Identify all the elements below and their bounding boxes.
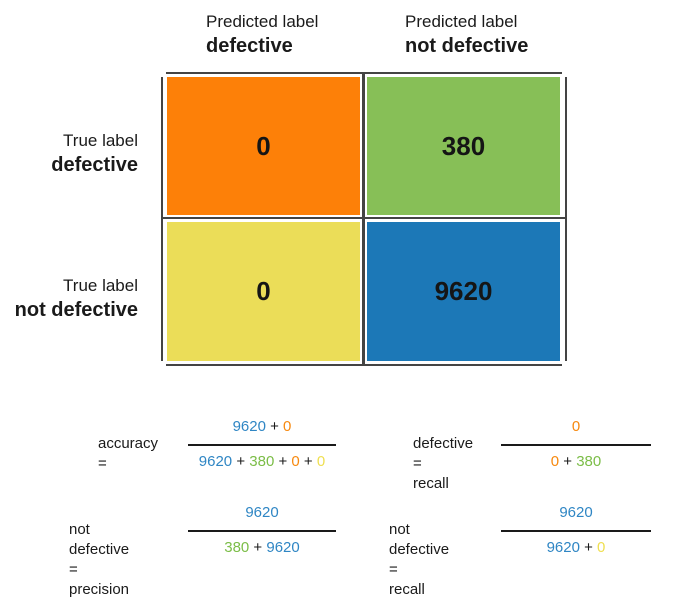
cell-true-not-defective-pred-not-defective: 9620 <box>367 222 560 361</box>
matrix-right-border <box>565 77 567 361</box>
formula-label-line1: defective = <box>413 435 474 472</box>
cell-value: 0 <box>256 276 271 306</box>
matrix-left-border <box>161 77 163 361</box>
column-header-not-defective: Predicted label not defective <box>405 11 528 59</box>
row-header-label: defective <box>51 154 138 176</box>
formula-label: not defective = recall <box>389 520 449 600</box>
formula-denominator: 0 + 380 <box>501 453 651 470</box>
formula-label-line2: recall <box>389 581 425 598</box>
fraction-bar <box>501 444 651 446</box>
matrix-top-border <box>166 72 562 74</box>
term-380: 380 <box>245 453 275 470</box>
term-9620: 9620 <box>262 539 300 556</box>
column-header-caption: Predicted label <box>206 12 319 31</box>
term-zero: 0 <box>278 418 292 435</box>
cell-value: 9620 <box>434 276 493 306</box>
formula-numerator: 0 <box>501 418 651 435</box>
plus-operator: + <box>265 418 279 435</box>
plus-operator: + <box>299 453 313 470</box>
term-zero: 0 <box>287 453 300 470</box>
formula-label-line1: not defective = <box>389 521 450 578</box>
term-380: 380 <box>572 453 602 470</box>
formula-label: not defective = precision <box>69 520 129 600</box>
cell-true-not-defective-pred-defective: 0 <box>167 222 360 361</box>
plus-operator: + <box>232 453 246 470</box>
plus-operator: + <box>579 539 593 556</box>
column-header-label: not defective <box>405 35 529 57</box>
formula-numerator: 9620 <box>188 504 336 521</box>
term-9620: 9620 <box>559 504 593 521</box>
formula-denominator: 9620 + 380 + 0 + 0 <box>188 453 336 470</box>
term-zero: 0 <box>550 453 560 470</box>
cell-true-defective-pred-defective: 0 <box>167 77 360 215</box>
matrix-vertical-divider <box>362 74 365 364</box>
plus-operator: + <box>559 453 573 470</box>
term-9620: 9620 <box>245 504 279 521</box>
column-header-label: defective <box>206 35 293 57</box>
formula-label: defective = recall <box>413 434 473 494</box>
row-header-not-defective: True label not defective <box>15 275 138 323</box>
matrix-horizontal-divider <box>163 217 565 219</box>
cell-value: 380 <box>441 130 486 161</box>
fraction-bar <box>188 530 336 532</box>
plus-operator: + <box>274 453 288 470</box>
formula-label-line1: not defective = <box>69 521 130 578</box>
row-header-defective: True label defective <box>51 130 138 178</box>
formula-numerator: 9620 + 0 <box>188 418 336 435</box>
formula-numerator: 9620 <box>501 504 651 521</box>
cell-value: 0 <box>256 130 271 161</box>
term-380: 380 <box>224 539 250 556</box>
formula-label-line2: recall <box>413 475 449 492</box>
cell-true-defective-pred-not-defective: 380 <box>367 77 560 215</box>
row-header-label: not defective <box>14 299 138 321</box>
matrix-bottom-border <box>166 364 562 366</box>
column-header-caption: Predicted label <box>405 12 518 31</box>
term-9620: 9620 <box>232 418 266 435</box>
term-zero: 0 <box>592 539 606 556</box>
term-zero: 0 <box>571 418 581 435</box>
fraction-bar <box>501 530 651 532</box>
term-9620: 9620 <box>546 539 580 556</box>
plus-operator: + <box>249 539 263 556</box>
term-9620: 9620 <box>198 453 233 470</box>
formula-denominator: 9620 + 0 <box>501 539 651 556</box>
term-zero: 0 <box>312 453 326 470</box>
row-header-caption: True label <box>63 131 138 150</box>
fraction-bar <box>188 444 336 446</box>
column-header-defective: Predicted label defective <box>206 11 318 59</box>
row-header-caption: True label <box>63 276 138 295</box>
formula-label: accuracy = <box>98 435 159 472</box>
formula-label-line2: precision <box>69 581 130 598</box>
confusion-matrix: 0 380 0 9620 <box>161 72 567 366</box>
formula-denominator: 380 + 9620 <box>188 539 336 556</box>
